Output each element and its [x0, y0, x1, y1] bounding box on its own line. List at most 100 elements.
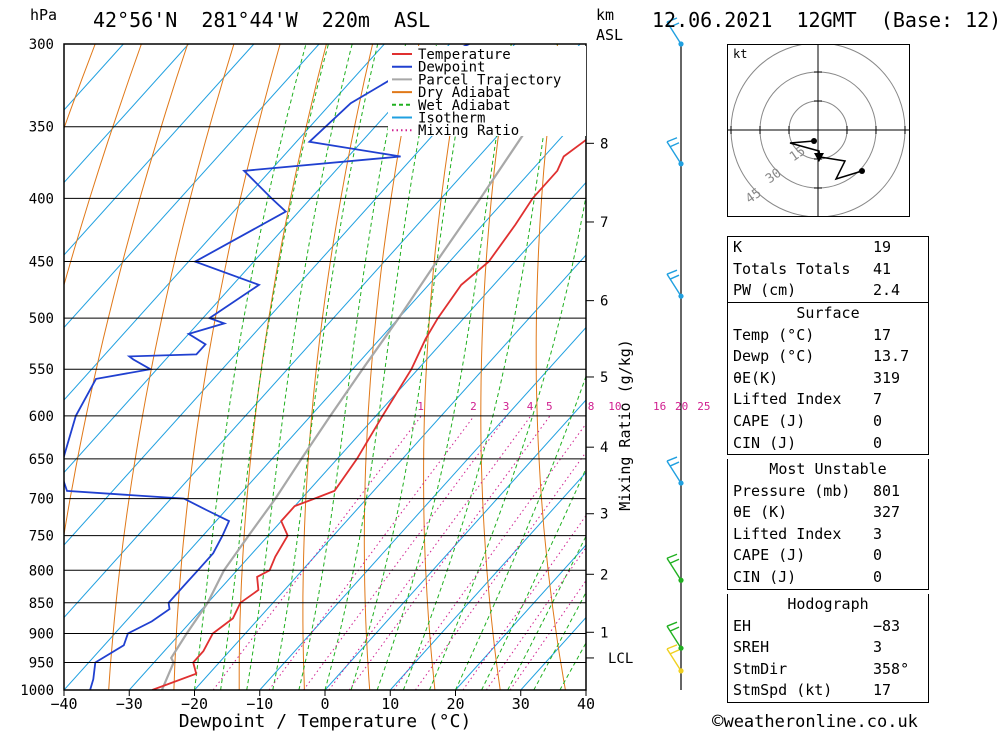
mixing-ratio-axis-label: Mixing Ratio (g/kg): [616, 339, 634, 511]
legend-label: Isotherm: [418, 111, 485, 127]
isotherm-line: [64, 44, 320, 329]
x-tick-label: −40: [50, 695, 77, 713]
x-tick-label: −30: [116, 695, 143, 713]
mixing-ratio-line: [328, 415, 532, 690]
x-tick-label: −20: [181, 695, 208, 713]
legend-label: Mixing Ratio: [418, 123, 519, 139]
unit-hpa-label: hPa: [30, 6, 58, 24]
mixing-ratio-label: 8: [588, 400, 595, 413]
wind-barb-staff: [666, 273, 682, 297]
dry-adiabat-line: [173, 44, 281, 690]
wind-barb-flag: [666, 553, 678, 559]
legend-label: Temperature: [418, 47, 511, 63]
dewpoint-line: [64, 44, 470, 690]
mixing-ratio-label: 5: [546, 400, 553, 413]
surface-row-lifted: Lifted Index 7: [733, 390, 883, 409]
copyright-site: weatheronline.co.uk: [723, 712, 918, 732]
mixing-ratio-label: 25: [697, 400, 710, 413]
isotherm-line: [194, 254, 586, 690]
hodo-row-eh: EH −83: [733, 616, 901, 635]
hodograph-point-high: [811, 138, 817, 144]
hodograph-ring-label-45: 45: [743, 186, 764, 207]
mixing-ratio-line: [509, 579, 586, 690]
pressure-label: 800: [29, 563, 54, 579]
pressure-label: 950: [29, 655, 54, 671]
wind-barb-staff: [666, 141, 682, 165]
isotherm-line: [324, 399, 586, 690]
legend-label: Dewpoint: [418, 60, 485, 76]
km-tick-label: 2: [600, 567, 608, 583]
mixing-ratio-label: 16: [653, 400, 666, 413]
hodograph-plot: kt 15 30 45: [728, 42, 909, 218]
pressure-label: 900: [29, 626, 54, 642]
wind-barb-staff: [666, 21, 682, 45]
mixing-ratio-label: 10: [608, 400, 621, 413]
index-row-k: K 19: [733, 238, 892, 256]
lcl-label: LCL: [608, 651, 633, 667]
surface-row-thetae: θE(K) 319: [733, 368, 901, 387]
parcel-trajectory-line: [160, 61, 572, 690]
isotherm-line: [64, 44, 255, 256]
mixing-ratio-line: [485, 546, 586, 690]
pressure-label: 1000: [20, 683, 54, 699]
mixing-ratio-line: [303, 415, 508, 690]
hodograph-ticks: [730, 71, 906, 189]
surface-title: Surface: [796, 304, 860, 322]
mu-row-thetae: θE (K) 327: [733, 503, 901, 522]
wind-barb-flag: [669, 461, 680, 467]
km-tick-label: 6: [600, 294, 608, 310]
mu-row-cape: CAPE (J) 0: [733, 546, 883, 565]
wet-adiabat-line: [402, 44, 558, 690]
x-tick-label: 20: [446, 695, 464, 713]
dry-adiabat-line: [108, 44, 235, 690]
wind-barb-flag: [666, 269, 678, 275]
wind-barb-flag: [666, 621, 678, 627]
index-row-pw: PW (cm) 2.4: [733, 281, 901, 300]
pressure-label: 450: [29, 255, 54, 271]
wind-barb-flag: [669, 626, 680, 632]
pressure-label: 600: [29, 409, 54, 425]
indices-most-unstable-box: Most Unstable Pressure (mb) 801 θE (K) 327…: [727, 459, 929, 590]
wind-barb-flag: [666, 456, 678, 462]
isotherm-line: [64, 44, 385, 401]
x-tick-label: 0: [320, 695, 329, 713]
wind-barb-flag: [666, 644, 678, 650]
x-tick-label: −10: [246, 695, 273, 713]
pressure-label: 850: [29, 596, 54, 612]
pressure-label: 550: [29, 362, 54, 378]
hodo-row-stmdir: StmDir 358°: [733, 659, 910, 678]
isotherm-line: [64, 44, 450, 474]
plot-frame: [63, 43, 587, 691]
legend-label: Parcel Trajectory: [418, 72, 561, 88]
mixing-ratio-line: [393, 422, 586, 690]
index-row-totals: Totals Totals 41: [733, 259, 892, 278]
isotherm-line: [128, 181, 586, 690]
km-tick-label: 4: [600, 440, 608, 456]
mixing-ratio-line: [268, 415, 475, 690]
mixing-ratio-line: [462, 514, 586, 690]
dry-adiabat-line: [363, 44, 420, 690]
wet-adiabat-line: [376, 44, 512, 690]
indices-surface-box: Surface Temp (°C) 17 Dewp (°C) 13.7 θE(K) 3…: [727, 303, 929, 456]
mixing-ratio-label: 20: [675, 400, 688, 413]
wind-barb-flag: [666, 17, 678, 23]
wind-barb-flag: [669, 274, 680, 280]
hodograph-point-low: [859, 168, 865, 174]
legend-label: Dry Adiabat: [418, 85, 511, 101]
surface-row-temp: Temp (°C) 17: [733, 325, 892, 344]
wet-adiabat-line: [246, 44, 353, 690]
km-tick-label: 7: [600, 215, 608, 231]
mixing-ratio-line: [348, 415, 551, 690]
mu-row-pressure: Pressure (mb) 801: [733, 481, 901, 500]
copyright-symbol: ©: [712, 710, 724, 732]
mixing-ratio-line: [212, 415, 422, 690]
isotherm-line: [455, 544, 586, 690]
dry-adiabat-line: [238, 44, 327, 690]
hodograph-ring-label-15: 15: [787, 144, 808, 165]
wind-barb: [666, 644, 682, 672]
legend-label: Wet Adiabat: [418, 98, 511, 114]
copyright-footer: ©weatheronline.co.uk: [712, 710, 918, 732]
indices-hodograph-box: Hodograph EH −83 SREH 3 StmDir 358° StmSpd …: [727, 594, 929, 703]
dry-adiabat-line: [974, 44, 1000, 690]
km-tick-label: 8: [600, 136, 608, 152]
